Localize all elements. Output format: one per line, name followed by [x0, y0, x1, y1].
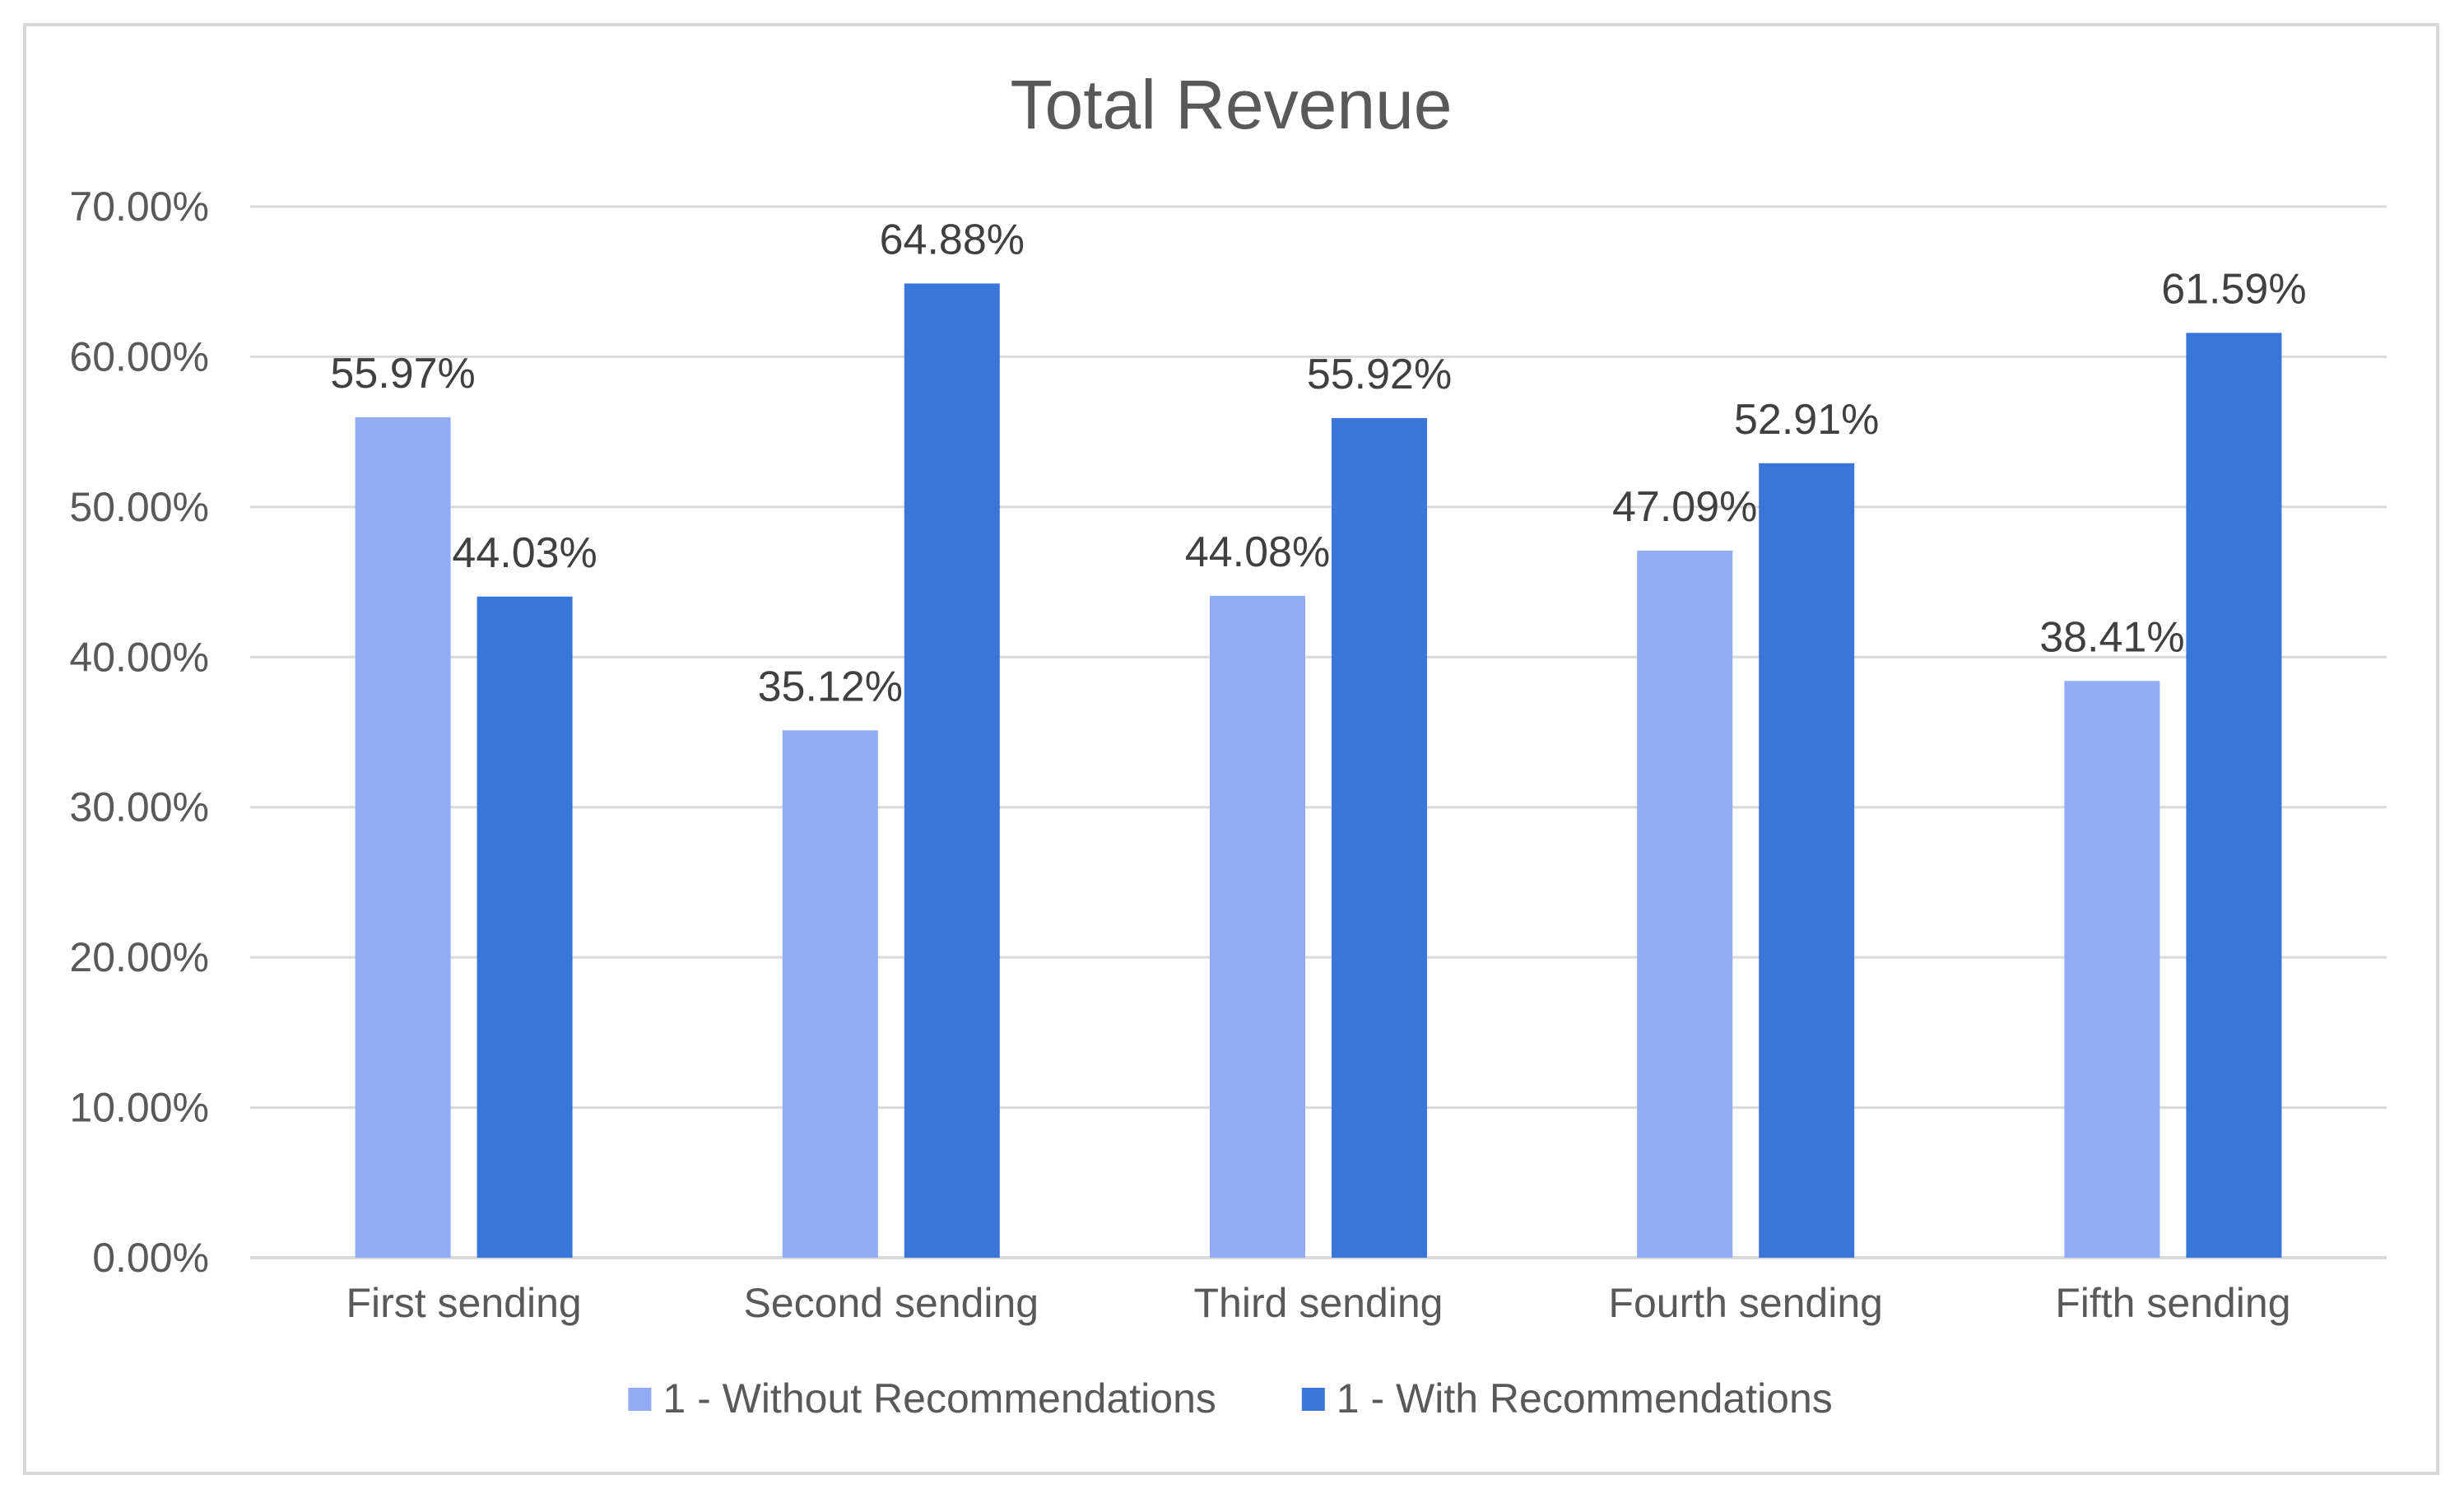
bars [355, 283, 2282, 1259]
bar-with-recommendations [2186, 333, 2282, 1259]
x-category-label: Fourth sending [1608, 1280, 1883, 1326]
data-label: 44.08% [1185, 528, 1330, 576]
legend-swatch [1301, 1388, 1325, 1411]
chart-title: Total Revenue [1010, 66, 1452, 143]
legend-item-with-recommendations: 1 - With Recommendations [1301, 1375, 1833, 1422]
bar-without-recommendations [1210, 595, 1305, 1258]
data-label: 61.59% [2161, 265, 2306, 313]
data-label: 35.12% [758, 663, 903, 710]
data-label: 52.91% [1734, 396, 1879, 444]
data-label: 55.92% [1307, 351, 1452, 398]
legend-swatch [628, 1388, 652, 1411]
y-tick-label: 10.00% [69, 1085, 209, 1131]
legend-label: 1 - With Recommendations [1337, 1375, 1833, 1422]
gridlines [250, 205, 2387, 1259]
x-category-label: Fifth sending [2055, 1280, 2290, 1326]
bar-with-recommendations [904, 283, 1000, 1258]
bar-without-recommendations [2064, 681, 2160, 1258]
bar-without-recommendations [355, 416, 451, 1259]
y-axis-tick-labels: 0.00% 10.00% 20.00% 30.00% 40.00% 50.00% 60.00… [69, 184, 209, 1281]
y-tick-label: 60.00% [69, 333, 209, 379]
x-category-label: Third sending [1194, 1280, 1444, 1326]
x-category-label: Second sending [743, 1280, 1039, 1326]
bar-without-recommendations [782, 730, 878, 1258]
x-category-label: First sending [346, 1280, 581, 1326]
legend: 1 - Without Recommendations 1 - With Reco… [628, 1375, 1833, 1422]
y-tick-label: 30.00% [69, 784, 209, 831]
chart-frame: Total Revenue 0.00% 10.00% 20.00% 30.00% 40.… [23, 23, 2439, 1475]
y-tick-label: 0.00% [92, 1235, 209, 1281]
data-label: 64.88% [880, 216, 1025, 263]
data-label: 44.03% [452, 529, 597, 577]
bar-with-recommendations [477, 596, 573, 1258]
data-label: 38.41% [2039, 613, 2184, 661]
legend-item-without-recommendations: 1 - Without Recommendations [628, 1375, 1216, 1422]
x-axis-category-labels: First sending Second sending Third sending… [346, 1280, 2290, 1326]
bar-with-recommendations [1759, 463, 1855, 1258]
y-tick-label: 50.00% [69, 484, 209, 530]
bar-chart: Total Revenue 0.00% 10.00% 20.00% 30.00% 40.… [69, 66, 2387, 1422]
data-label: 47.09% [1612, 483, 1757, 531]
y-tick-label: 40.00% [69, 634, 209, 680]
legend-label: 1 - Without Recommendations [662, 1375, 1216, 1422]
bar-without-recommendations [1637, 550, 1733, 1258]
bar-with-recommendations [1332, 417, 1427, 1258]
data-label: 55.97% [330, 350, 475, 398]
data-labels: 55.97% 44.03% 35.12% 64.88% 44.08% 55.92% 47.0… [330, 216, 2306, 710]
y-tick-label: 20.00% [69, 934, 209, 980]
y-tick-label: 70.00% [69, 184, 209, 230]
